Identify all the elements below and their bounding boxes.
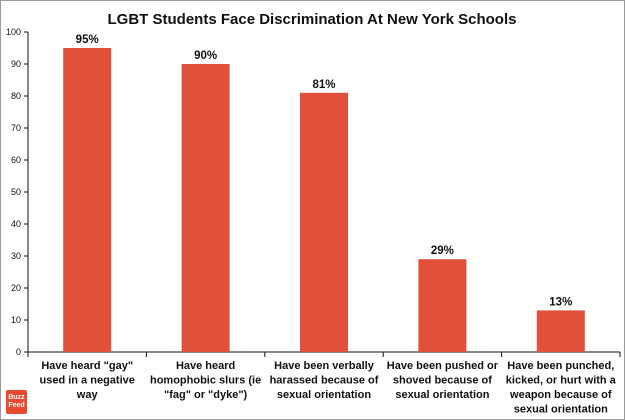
category-label: Have heard "gay" used in a negative way: [40, 360, 135, 401]
logo-text: Buzz Feed: [8, 394, 25, 409]
y-tick-label: 60: [11, 155, 21, 165]
y-tick-label: 20: [11, 283, 21, 293]
category-label-line: sexual orientation: [514, 404, 608, 416]
category-label: Have been pushed or shoved because of sexu…: [387, 360, 499, 401]
y-tick-label: 70: [11, 123, 21, 133]
category-label-line: "fag" or "dyke"): [164, 389, 248, 401]
category-label: Have heard homophobic slurs (ie "fag" or "…: [150, 360, 261, 401]
bars: [63, 48, 585, 353]
category-label-line: kicked, or hurt with a: [506, 375, 617, 387]
bar: [181, 64, 230, 352]
category-label-line: Have been pushed or: [387, 360, 499, 372]
category-label: Have been punched, kicked, or hurt with a…: [506, 360, 617, 416]
y-tick-label: 40: [11, 219, 21, 229]
y-tick-label: 30: [11, 251, 21, 261]
bar: [300, 92, 348, 353]
category-label-line: harassed because of: [270, 375, 379, 387]
buzzfeed-logo: Buzz Feed: [6, 390, 27, 414]
y-tick-label: 50: [11, 187, 21, 197]
labels: 95% Have heard "gay" used in a negative way…: [40, 34, 617, 416]
category-label-line: Have heard "gay": [41, 360, 133, 372]
y-tick-label: 90: [11, 59, 21, 69]
category-label-line: Have been punched,: [507, 360, 614, 372]
category-label-line: weapon because of: [509, 389, 612, 401]
data-label: 90%: [194, 50, 217, 62]
bar: [536, 310, 585, 352]
data-label: 81%: [312, 79, 335, 91]
bar: [63, 48, 112, 352]
category-label-line: homophobic slurs (ie: [150, 375, 261, 387]
category-label-line: sexual orientation: [395, 389, 489, 401]
data-label: 13%: [549, 296, 572, 308]
chart-title: LGBT Students Face Discrimination At New…: [108, 11, 517, 28]
category-label-line: Have been verbally: [274, 360, 375, 372]
bar: [418, 259, 467, 352]
category-label: Have been verbally harassed because of sex…: [270, 360, 379, 401]
y-tick-label: 10: [11, 315, 21, 325]
y-tick-label: 0: [16, 347, 21, 357]
category-label-line: way: [76, 389, 99, 401]
category-label-line: shoved because of: [393, 375, 492, 387]
category-label-line: sexual orientation: [277, 389, 371, 401]
data-label: 29%: [431, 245, 454, 257]
category-label-line: used in a negative: [40, 375, 135, 387]
data-label: 95%: [76, 34, 99, 46]
axes: 0 10 20 30 40 50 60 70 80 90 100: [6, 27, 621, 357]
y-tick-label: 100: [6, 27, 21, 37]
category-label-line: Have heard: [176, 360, 235, 372]
y-tick-label: 80: [11, 91, 21, 101]
